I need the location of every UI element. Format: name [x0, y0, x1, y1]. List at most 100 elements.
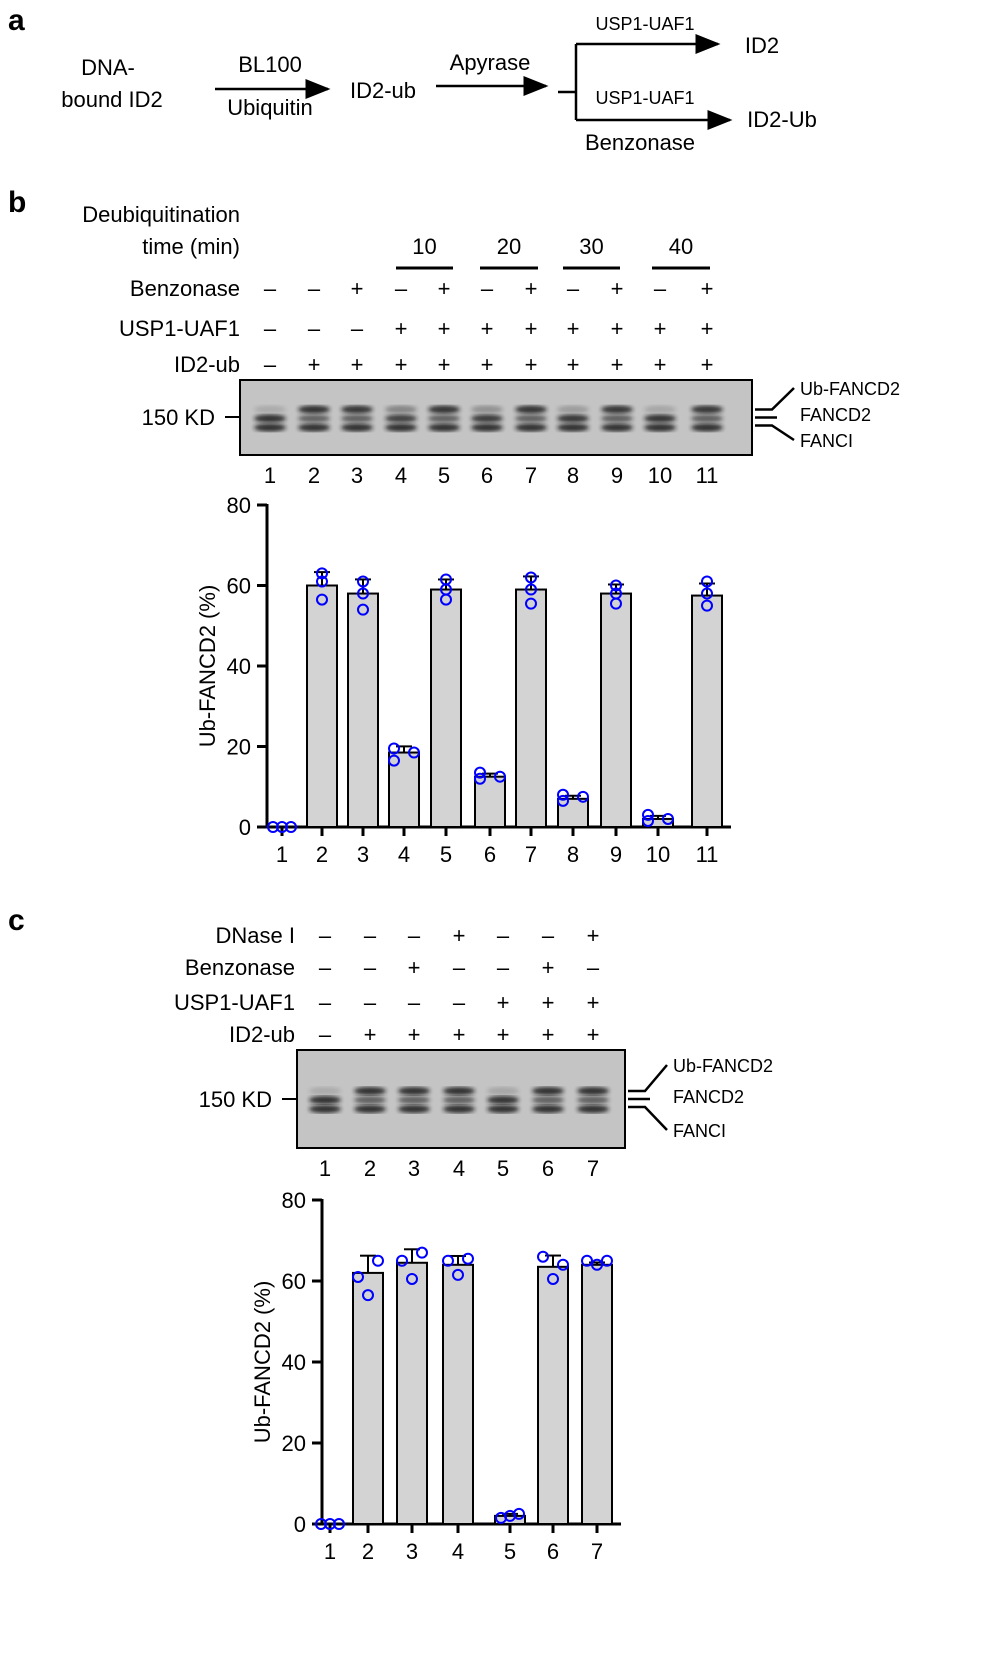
condition-sign: – [453, 990, 466, 1015]
band-label: FANCI [673, 1121, 726, 1141]
band-fanci [443, 1105, 475, 1113]
data-point [494, 770, 506, 783]
condition-sign: – [567, 276, 580, 301]
condition-sign: – [654, 276, 667, 301]
bar [430, 588, 462, 829]
data-point [324, 1518, 336, 1530]
condition-sign: – [319, 923, 332, 948]
band-ub-fancd2 [532, 1087, 564, 1095]
data-point [357, 575, 369, 588]
band-fancd2 [254, 414, 286, 423]
x-tick-label: 6 [484, 842, 496, 867]
band-fancd2 [515, 414, 547, 423]
condition-sign: + [497, 990, 510, 1015]
bar [352, 1271, 384, 1526]
x-tick-label: 5 [440, 842, 452, 867]
data-point [416, 1246, 428, 1259]
x-tick-label: 11 [696, 842, 719, 867]
condition-sign: – [264, 352, 277, 377]
band-fancd2 [557, 414, 589, 423]
branch2-nuclease: Benzonase [585, 130, 695, 155]
data-point [362, 1289, 374, 1302]
band-ub-fancd2 [443, 1087, 475, 1095]
band-ub-fancd2 [385, 405, 417, 414]
condition-sign: + [654, 352, 667, 377]
band-fanci [691, 423, 723, 432]
data-point [642, 814, 654, 827]
data-point [601, 1254, 613, 1267]
condition-sign: – [408, 990, 421, 1015]
condition-sign: + [351, 276, 364, 301]
band-fancd2 [428, 414, 460, 423]
band-fancd2 [309, 1096, 341, 1104]
band-ub-fancd2 [298, 405, 330, 414]
band-ub-fancd2 [254, 405, 286, 414]
panel-c-western-blot: 1 2 3 4 5 6 7 150 KD Ub-FANCD2 FANCD2 FANCI [199, 1049, 773, 1181]
lane-number: 2 [364, 1156, 376, 1181]
band-ub-fancd2 [487, 1087, 519, 1095]
lane-number: 6 [542, 1156, 554, 1181]
band-fanci [515, 423, 547, 432]
condition-sign: – [453, 955, 466, 980]
condition-label: DNase I [216, 923, 295, 948]
condition-sign: – [364, 990, 377, 1015]
condition-sign: – [319, 990, 332, 1015]
y-tick-label: 40 [227, 654, 251, 679]
panel-c-conditions: c DNase I – – – + – – +Benzonase – – + – – + –USP1-UAF… [8, 904, 600, 1047]
condition-sign: – [497, 955, 510, 980]
x-tick-label: 8 [567, 842, 579, 867]
x-tick-label: 4 [398, 842, 410, 867]
condition-sign: + [525, 276, 538, 301]
band-fanci [471, 423, 503, 432]
data-point [547, 1272, 559, 1285]
data-point [316, 567, 328, 580]
band-ub-fancd2 [577, 1087, 609, 1095]
panel-b-label: b [8, 186, 26, 219]
data-point [504, 1509, 516, 1522]
x-tick-label: 7 [525, 842, 537, 867]
band-fanci [644, 423, 676, 432]
lane-number: 1 [264, 463, 276, 488]
band-ub-fancd2 [644, 405, 676, 414]
condition-sign: + [481, 352, 494, 377]
condition-sign: – [308, 316, 321, 341]
bar [557, 797, 589, 829]
band-ub-fancd2 [398, 1087, 430, 1095]
y-tick-label: 20 [282, 1431, 306, 1456]
band-label: FANCD2 [800, 405, 871, 425]
lane-number: 10 [648, 463, 672, 488]
condition-sign: + [525, 316, 538, 341]
band-fanci [354, 1105, 386, 1113]
band-fanci [254, 423, 286, 432]
panel-c-label: c [8, 904, 25, 937]
condition-sign: + [654, 316, 667, 341]
band-ub-fancd2 [691, 405, 723, 414]
condition-sign: – [308, 276, 321, 301]
bar [306, 584, 338, 828]
y-axis-label: Ub-FANCD2 (%) [195, 585, 220, 748]
panel-c-bar-chart: 0 20 40 60 80 Ub-FANCD2 (%) 1 2 3 4 5 6 7 [250, 1188, 621, 1564]
data-point [388, 754, 400, 767]
time-point-label: 10 [412, 234, 436, 259]
intermediate-label: ID2-ub [350, 78, 416, 103]
condition-sign: – [351, 316, 364, 341]
molecular-weight-marker: 150 KD [142, 405, 215, 430]
start-substrate-line2: bound ID2 [61, 87, 163, 112]
time-point-label: 20 [497, 234, 521, 259]
condition-sign: + [453, 1022, 466, 1047]
condition-sign: + [453, 923, 466, 948]
band-fanci [487, 1105, 519, 1113]
lane-number: 2 [308, 463, 320, 488]
condition-sign: + [308, 352, 321, 377]
lane-number: 8 [567, 463, 579, 488]
data-point [462, 1252, 474, 1265]
band-fancd2 [487, 1096, 519, 1104]
panel-b-conditions: b Deubiquitination time (min) 10 20 30 40 B… [8, 186, 713, 377]
x-tick-label: 7 [591, 1539, 603, 1564]
branch1-enzyme: USP1-UAF1 [595, 14, 694, 34]
data-point [610, 579, 622, 592]
band-fancd2 [398, 1096, 430, 1104]
condition-sign: – [319, 1022, 332, 1047]
band-fancd2 [354, 1096, 386, 1104]
band-ub-fancd2 [428, 405, 460, 414]
